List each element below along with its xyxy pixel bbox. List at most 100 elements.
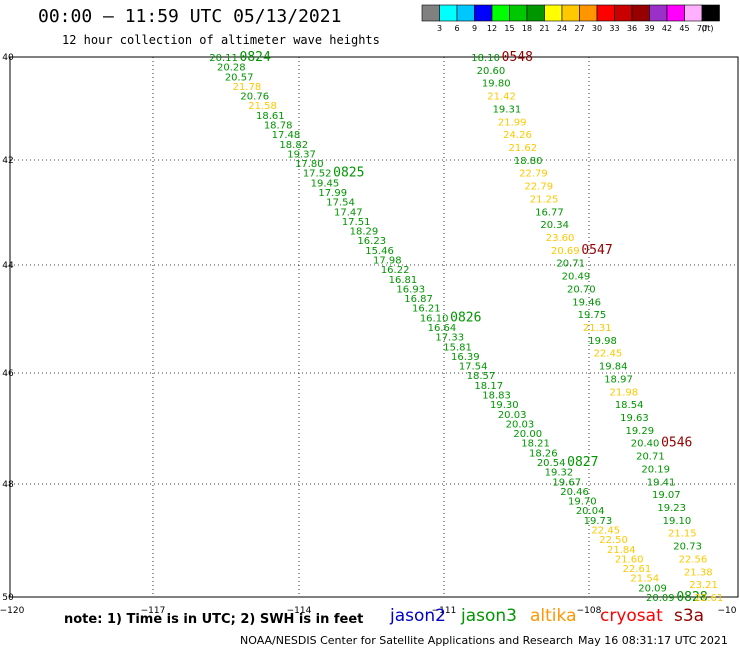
colorbar-swatch xyxy=(649,4,668,22)
mission-altika: altika xyxy=(530,606,577,626)
swh-value-label: 20.70 xyxy=(567,284,596,295)
swh-value-label: 20.11 xyxy=(209,53,238,64)
swh-value-label: 18.97 xyxy=(604,374,633,385)
swh-value-label: 16.10 xyxy=(420,313,449,324)
swh-value-label: 22.79 xyxy=(524,182,553,193)
map-subtitle: 12 hour collection of altimeter wave hei… xyxy=(62,33,380,47)
swh-value-label: 20.73 xyxy=(673,542,702,553)
swh-value-label: 21.15 xyxy=(668,529,697,540)
lat-tick-label: 48 xyxy=(2,480,14,490)
footer-note: note: 1) Time is in UTC; 2) SWH is in fe… xyxy=(64,612,364,627)
colorbar-swatch xyxy=(684,4,703,22)
swh-value-label: 17.99 xyxy=(318,188,347,199)
swh-value-label: 18.80 xyxy=(514,156,543,167)
colorbar-swatch xyxy=(456,4,475,22)
swh-value-label: 18.21 xyxy=(521,439,550,450)
colorbar-swatch xyxy=(596,4,615,22)
colorbar-tick: 24 xyxy=(557,24,567,33)
colorbar-legend: 3 6 9 12 15 18 21 24 27 30 33 36 39 42 45 70(ft) xyxy=(421,4,720,33)
swh-value-label: 21.98 xyxy=(610,387,639,398)
swh-value-label: 18.10 xyxy=(471,53,500,64)
pass-time-label: 0825 xyxy=(333,166,364,181)
swh-value-label: 15.81 xyxy=(443,342,472,353)
swh-value-label: 20.03 xyxy=(498,410,527,421)
swh-value-label: 19.10 xyxy=(663,516,692,527)
swh-value-label: 20.60 xyxy=(477,66,506,77)
colorbar-swatch xyxy=(544,4,563,22)
swh-value-label: 20.19 xyxy=(641,464,670,475)
colorbar-tick: 18 xyxy=(522,24,532,33)
colorbar-tick: 3 xyxy=(437,24,442,33)
swh-value-label: 16.77 xyxy=(535,207,564,218)
swh-value-label: 20.28 xyxy=(217,63,246,74)
swh-value-label: 19.30 xyxy=(490,400,519,411)
swh-value-label: 18.54 xyxy=(615,400,644,411)
swh-value-label: 16.21 xyxy=(412,304,441,315)
colorbar-tick: 33 xyxy=(609,24,619,33)
swh-value-label: 19.70 xyxy=(568,497,597,508)
colorbar-tick: 30 xyxy=(592,24,602,33)
swh-value-label: 16.81 xyxy=(389,275,418,286)
map-grid xyxy=(10,57,738,597)
swh-value-label: 20.40 xyxy=(631,439,660,450)
swh-value-label: 20.46 xyxy=(560,487,589,498)
swh-value-label: 19.41 xyxy=(647,477,676,488)
swh-value-label: 21.60 xyxy=(615,554,644,565)
swh-value-label: 22.45 xyxy=(594,349,623,360)
mission-jason2: jason2 xyxy=(390,606,446,626)
swh-value-label: 20.09 xyxy=(638,583,667,594)
swh-value-label: 19.31 xyxy=(493,104,522,115)
swh-value-label: 19.45 xyxy=(311,178,340,189)
swh-value-label: 19.98 xyxy=(588,336,617,347)
lat-tick-label: 46 xyxy=(2,369,14,379)
swh-value-label: 20.49 xyxy=(562,272,591,283)
lat-tick-label: 40 xyxy=(2,53,14,63)
colorbar-tick: 9 xyxy=(472,24,477,33)
colorbar-tick: 45 xyxy=(679,24,689,33)
swh-value-label: 22.79 xyxy=(519,169,548,180)
colorbar-swatch xyxy=(561,4,580,22)
swh-value-label: 16.87 xyxy=(404,294,433,305)
colorbar-swatch xyxy=(631,4,650,22)
swh-value-label: 17.48 xyxy=(272,130,301,141)
mission-jason3: jason3 xyxy=(461,606,517,626)
swh-value-label: 16.39 xyxy=(451,352,480,363)
swh-value-label: 21.84 xyxy=(607,545,636,556)
credit-line: NOAA/NESDIS Center for Satellite Applica… xyxy=(240,634,574,647)
swh-value-label: 19.75 xyxy=(578,310,607,321)
generated-timestamp: May 16 08:31:17 UTC 2021 xyxy=(578,634,728,647)
pass-time-label: 0547 xyxy=(581,243,612,258)
swh-value-label: 21.78 xyxy=(233,82,262,93)
swh-value-label: 21.31 xyxy=(583,323,612,334)
swh-value-label: 18.83 xyxy=(482,391,511,402)
swh-value-label: 21.54 xyxy=(630,574,659,585)
pass-time-label: 0546 xyxy=(661,436,692,451)
swh-value-label: 18.57 xyxy=(467,371,496,382)
swh-value-label: 22.45 xyxy=(591,526,620,537)
swh-value-label: 19.23 xyxy=(657,503,686,514)
swh-value-label: 17.51 xyxy=(342,217,371,228)
lat-tick-label: 44 xyxy=(2,261,14,271)
swh-value-label: 21.25 xyxy=(530,194,559,205)
colorbar-tick: 39 xyxy=(644,24,654,33)
swh-value-label: 18.61 xyxy=(256,111,285,122)
swh-value-label: 17.54 xyxy=(326,198,355,209)
swh-value-label: 19.32 xyxy=(545,468,574,479)
swh-value-label: 22.61 xyxy=(695,593,724,604)
swh-value-label: 19.80 xyxy=(482,79,511,90)
swh-value-label: 18.17 xyxy=(474,381,503,392)
lon-tick-label: −117 xyxy=(141,606,166,616)
map-border xyxy=(9,56,739,598)
swh-value-label: 20.71 xyxy=(556,259,585,270)
colorbar-tick: 21 xyxy=(539,24,549,33)
swh-value-label: 17.33 xyxy=(435,333,464,344)
swh-value-label: 24.26 xyxy=(503,130,532,141)
pass-time-label: 0824 xyxy=(240,50,271,65)
swh-value-label: 20.57 xyxy=(225,72,254,83)
swh-value-label: 19.73 xyxy=(584,516,613,527)
swh-value-label: 16.93 xyxy=(396,284,425,295)
swh-value-label: 19.84 xyxy=(599,362,628,373)
colorbar-swatch xyxy=(614,4,633,22)
map-title: 00:00 – 11:59 UTC 05/13/2021 xyxy=(38,6,342,27)
colorbar-tick: 12 xyxy=(487,24,497,33)
